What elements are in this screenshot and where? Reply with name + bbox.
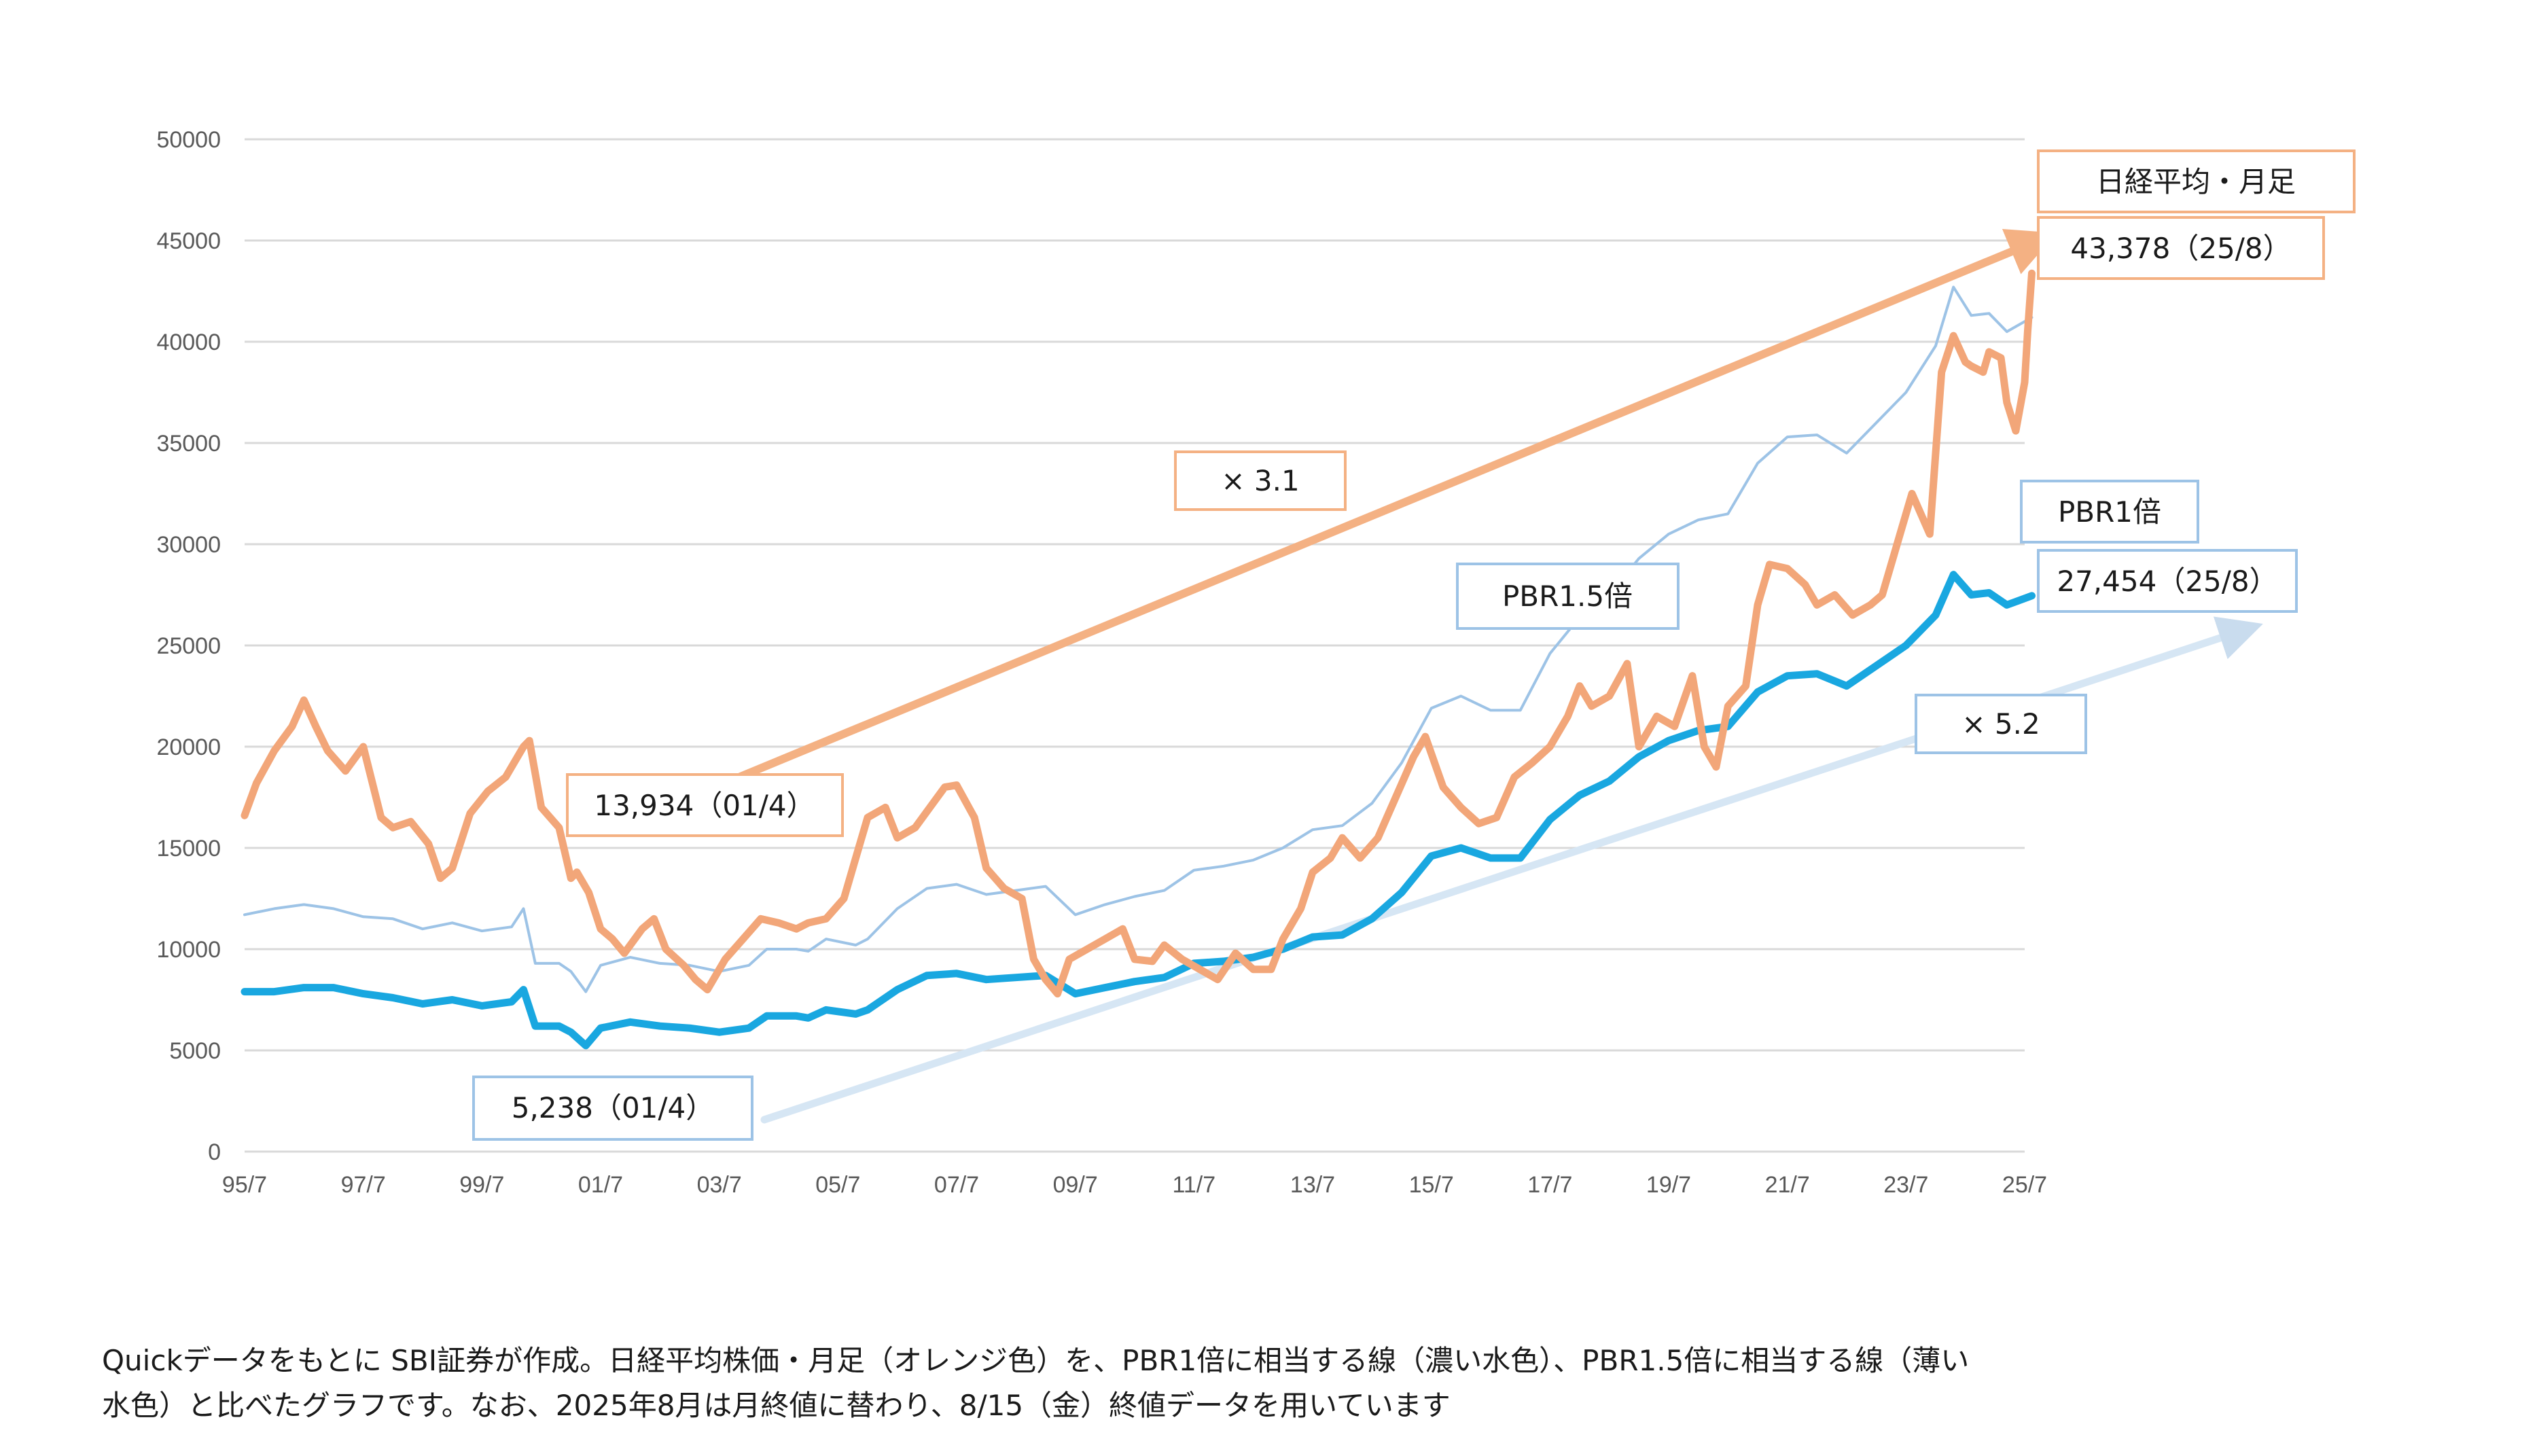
x-tick-label: 25/7 (2002, 1172, 2047, 1198)
pbr1-end-value: 27,454（25/8） (2057, 565, 2277, 598)
x-axis-ticks: 95/7 97/7 99/7 01/7 03/7 05/7 07/7 09/7 11/7 13/7… (222, 1172, 2047, 1198)
pbr1-label: PBR1倍 (2058, 495, 2161, 529)
x-tick-label: 95/7 (222, 1172, 267, 1198)
y-tick-label: 20000 (156, 734, 221, 760)
y-tick-label: 50000 (156, 127, 221, 153)
y-tick-label: 40000 (156, 330, 221, 355)
pbr15-label-box: PBR1.5倍 (1456, 563, 1680, 630)
y-tick-label: 35000 (156, 431, 221, 457)
x-tick-label: 15/7 (1409, 1172, 1454, 1198)
annotation-boxes: 日経平均・月足 43,378（25/8） × 3.1 13,934（01/4） … (472, 149, 2356, 1141)
nikkei-trend-arrow (733, 229, 2057, 782)
y-tick-label: 10000 (156, 937, 221, 963)
nikkei-label-box: 日経平均・月足 (2037, 149, 2356, 213)
y-axis-ticks: 0 5000 10000 15000 20000 25000 30000 35000 40000… (156, 127, 221, 1165)
y-tick-label: 15000 (156, 836, 221, 862)
x-tick-label: 21/7 (1765, 1172, 1810, 1198)
pbr1-end-box: 27,454（25/8） (2037, 549, 2298, 613)
caption-line-1: Quickデータをもとに SBI証券が作成。日経平均株価・月足（オレンジ色）を、… (102, 1344, 1970, 1377)
x-tick-label: 01/7 (578, 1172, 623, 1198)
caption-line-2: 水色）と比べたグラフです。なお、2025年8月は月終値に替わり、8/15（金）終… (102, 1389, 1451, 1422)
x-tick-label: 23/7 (1883, 1172, 1928, 1198)
x-tick-label: 09/7 (1053, 1172, 1098, 1198)
x-tick-label: 99/7 (459, 1172, 504, 1198)
nikkei-end-value: 43,378（25/8） (2070, 232, 2291, 265)
pbr1-multiplier: × 5.2 (1961, 707, 2040, 741)
pbr1-multiplier-box: × 5.2 (1915, 694, 2087, 754)
caption: Quickデータをもとに SBI証券が作成。日経平均株価・月足（オレンジ色）を、… (102, 1338, 2140, 1428)
gridlines (245, 138, 2025, 1153)
pbr15-label: PBR1.5倍 (1502, 580, 1633, 613)
nikkei-end-box: 43,378（25/8） (2037, 216, 2325, 280)
pbr1-start-box: 5,238（01/4） (472, 1076, 753, 1141)
x-tick-label: 19/7 (1646, 1172, 1691, 1198)
nikkei-start-box: 13,934（01/4） (566, 773, 844, 837)
y-tick-label: 30000 (156, 532, 221, 558)
y-tick-label: 5000 (169, 1038, 221, 1064)
series-lines (241, 269, 2036, 1050)
pbr1-label-box: PBR1倍 (2020, 480, 2199, 544)
nikkei-multiplier-box: × 3.1 (1174, 450, 1347, 511)
nikkei-label: 日経平均・月足 (2096, 165, 2296, 198)
x-tick-label: 07/7 (934, 1172, 979, 1198)
x-tick-label: 13/7 (1290, 1172, 1335, 1198)
y-tick-label: 0 (208, 1139, 221, 1165)
x-tick-label: 11/7 (1173, 1172, 1216, 1198)
pbr1-series-line (241, 571, 2036, 1050)
y-tick-label: 45000 (156, 228, 221, 254)
x-tick-label: 17/7 (1527, 1172, 1572, 1198)
x-tick-label: 97/7 (341, 1172, 386, 1198)
pbr1-start-value: 5,238（01/4） (512, 1091, 715, 1124)
pbr15-series-line (243, 285, 2033, 993)
x-tick-label: 05/7 (815, 1172, 860, 1198)
x-tick-label: 03/7 (697, 1172, 742, 1198)
nikkei-series-line (241, 269, 2036, 998)
nikkei-multiplier: × 3.1 (1221, 464, 1299, 497)
y-tick-label: 25000 (156, 633, 221, 659)
nikkei-start-value: 13,934（01/4） (594, 789, 815, 822)
